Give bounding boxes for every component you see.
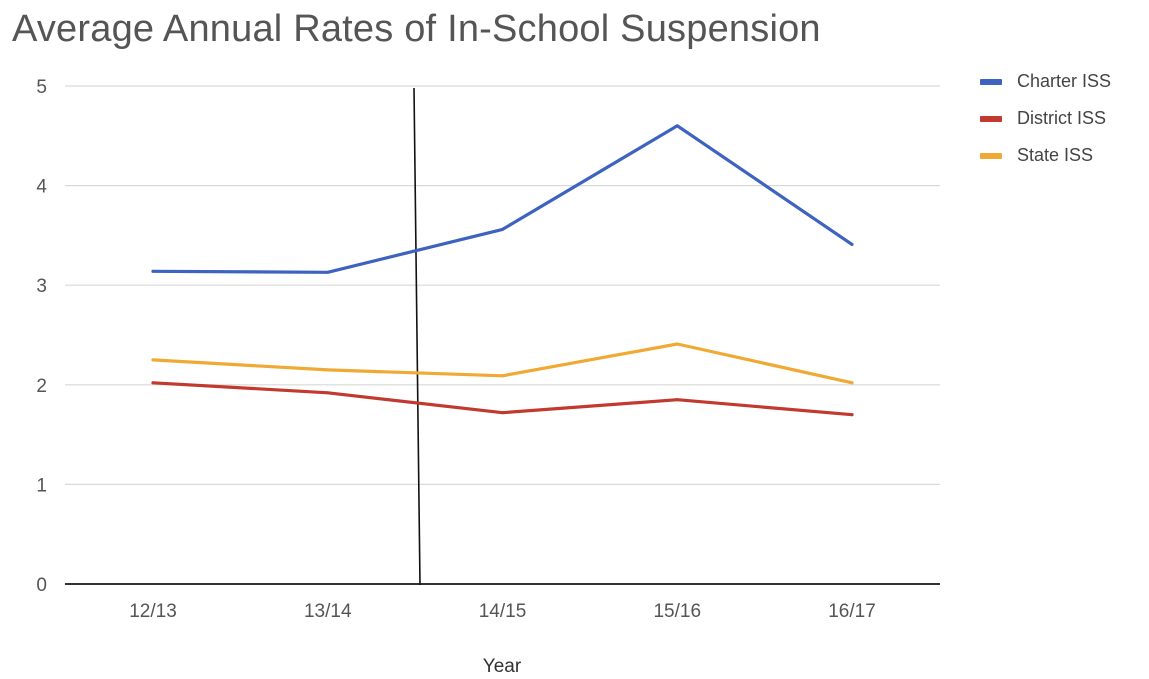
legend-item-state-iss[interactable]: State ISS — [980, 145, 1111, 165]
y-tick-label: 4 — [36, 177, 47, 198]
legend-item-district-iss[interactable]: District ISS — [980, 108, 1111, 128]
legend-label: Charter ISS — [1017, 71, 1112, 91]
y-tick-label: 3 — [36, 276, 47, 297]
data-point-charter-iss — [850, 242, 854, 246]
data-point-district-iss — [675, 398, 679, 402]
series-line-charter-iss — [151, 124, 854, 274]
chart-title: Average Annual Rates of In-School Suspen… — [12, 8, 821, 50]
legend-swatch — [980, 152, 1002, 159]
data-point-state-iss — [151, 358, 155, 362]
legend-label: State ISS — [1017, 145, 1094, 165]
gridlines — [65, 85, 940, 485]
data-point-district-iss — [151, 381, 155, 385]
x-tick-label: 15/16 — [653, 601, 701, 622]
x-axis-ticks: 12/13 13/14 14/15 15/16 16/17 — [129, 601, 876, 622]
x-tick-label: 16/17 — [828, 601, 876, 622]
y-tick-label: 1 — [36, 475, 47, 496]
legend-item-charter-iss[interactable]: Charter ISS — [980, 71, 1112, 91]
legend-swatch — [980, 115, 1002, 122]
x-tick-label: 13/14 — [304, 601, 352, 622]
data-point-state-iss — [501, 374, 504, 378]
y-axis-ticks: 0 1 2 3 4 5 — [36, 77, 47, 596]
data-point-state-iss — [850, 381, 854, 385]
legend-label: District ISS — [1017, 108, 1107, 128]
x-axis-title: Year — [483, 656, 522, 677]
y-tick-label: 2 — [36, 376, 47, 397]
series-lines — [151, 124, 854, 417]
data-point-district-iss — [501, 411, 504, 415]
x-tick-label: 14/15 — [479, 601, 527, 622]
series-line-district-iss — [151, 381, 854, 417]
data-point-district-iss — [326, 391, 330, 395]
data-point-charter-iss — [675, 124, 679, 128]
data-point-state-iss — [326, 368, 330, 372]
data-point-charter-iss — [326, 270, 330, 274]
y-tick-label: 0 — [36, 575, 47, 596]
legend: Charter ISS District ISS State ISS — [980, 71, 1112, 183]
data-point-charter-iss — [151, 269, 155, 273]
data-point-state-iss — [675, 342, 679, 346]
vertical-divider-line — [413, 87, 421, 586]
data-point-district-iss — [850, 413, 854, 417]
x-tick-label: 12/13 — [129, 601, 177, 622]
legend-swatch — [980, 78, 1002, 85]
y-tick-label: 5 — [36, 77, 47, 98]
data-point-charter-iss — [501, 227, 504, 231]
